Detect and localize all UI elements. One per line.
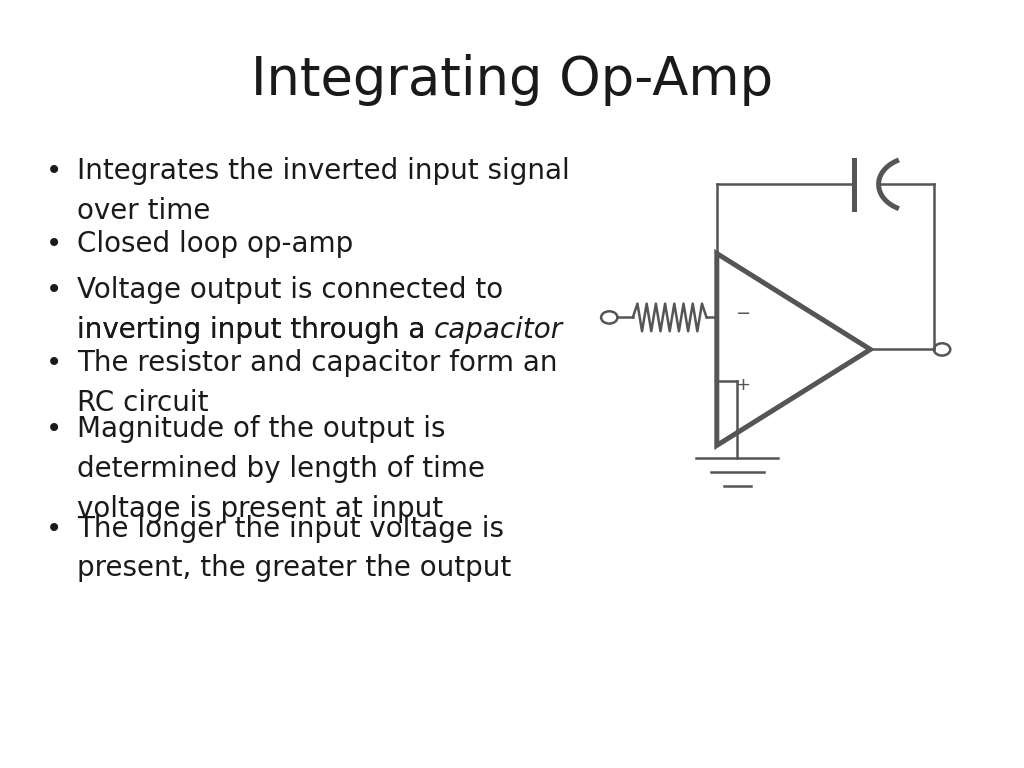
Text: Voltage output is connected to: Voltage output is connected to <box>77 276 503 304</box>
Text: capacitor: capacitor <box>434 316 563 344</box>
Text: •: • <box>46 515 62 542</box>
Text: The longer the input voltage is: The longer the input voltage is <box>77 515 504 542</box>
Text: RC circuit: RC circuit <box>77 389 208 417</box>
Text: Closed loop op-amp: Closed loop op-amp <box>77 230 353 258</box>
Text: inverting input through a: inverting input through a <box>77 316 434 344</box>
Text: Magnitude of the output is: Magnitude of the output is <box>77 415 445 442</box>
Text: inverting input through a: inverting input through a <box>77 316 434 344</box>
Text: •: • <box>46 157 62 185</box>
Text: voltage is present at input: voltage is present at input <box>77 495 443 522</box>
Text: •: • <box>46 415 62 442</box>
Text: +: + <box>735 376 751 394</box>
Text: determined by length of time: determined by length of time <box>77 455 484 482</box>
Text: −: − <box>735 305 751 323</box>
Text: •: • <box>46 276 62 304</box>
Text: present, the greater the output: present, the greater the output <box>77 554 511 582</box>
Text: over time: over time <box>77 197 210 225</box>
Text: The resistor and capacitor form an: The resistor and capacitor form an <box>77 349 557 377</box>
Text: Integrates the inverted input signal: Integrates the inverted input signal <box>77 157 569 185</box>
Text: Integrating Op-Amp: Integrating Op-Amp <box>251 54 773 106</box>
Text: •: • <box>46 230 62 258</box>
Text: •: • <box>46 349 62 377</box>
